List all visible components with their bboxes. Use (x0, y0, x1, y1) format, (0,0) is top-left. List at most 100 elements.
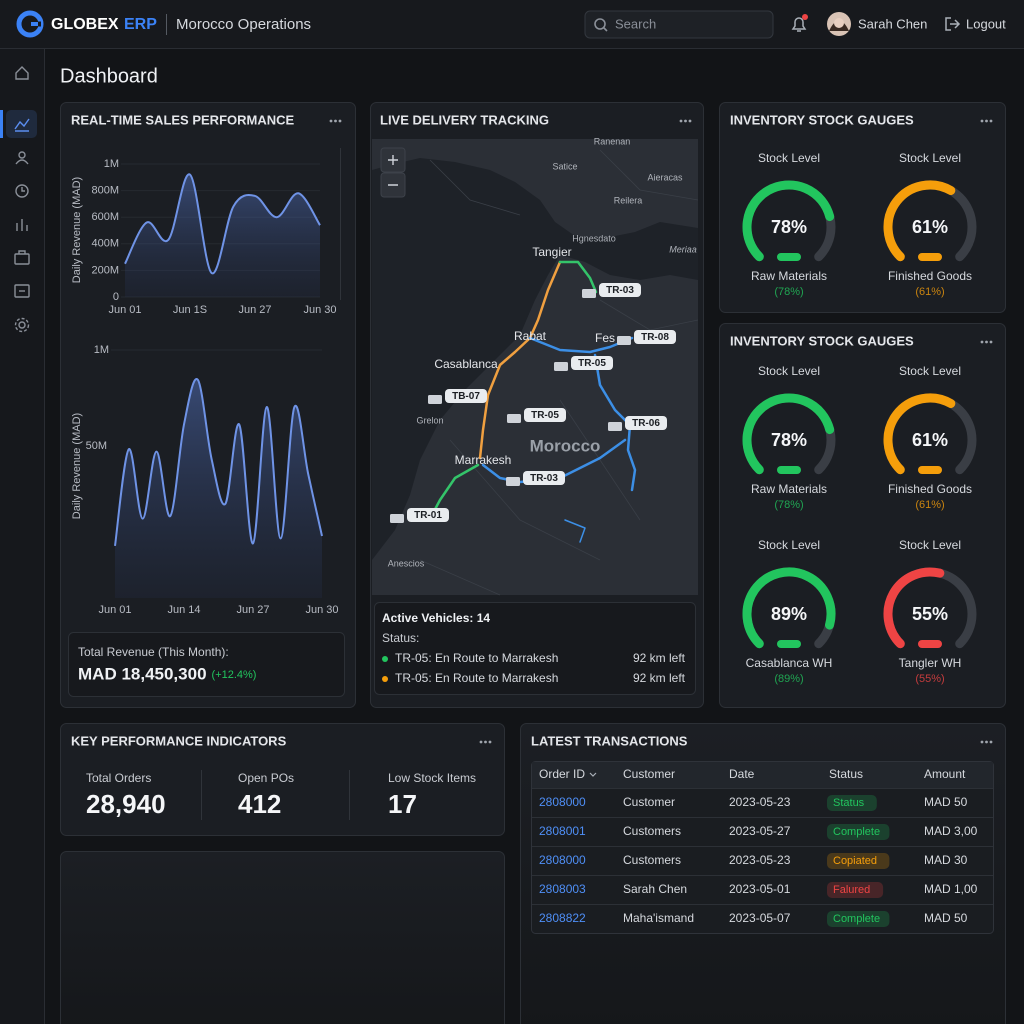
vehicle-tag[interactable] (625, 416, 667, 430)
gauge-title: Stock Level (758, 364, 820, 378)
panel-menu[interactable] (679, 119, 683, 123)
nav-inventory[interactable] (14, 250, 30, 265)
order-id[interactable]: 2808001 (539, 824, 586, 838)
notification-bell[interactable] (791, 14, 808, 32)
panel-title: LATEST TRANSACTIONS (531, 733, 688, 748)
panel-menu[interactable] (980, 740, 984, 744)
search-placeholder[interactable]: Search (615, 16, 656, 31)
logo-icon (16, 10, 44, 38)
table-cell: MAD 50 (924, 911, 968, 925)
vehicle-label[interactable]: TB-07 (452, 391, 480, 402)
vehicle-label[interactable]: TR-05 (578, 358, 606, 369)
page-title: Dashboard (60, 65, 158, 87)
vehicle-tag[interactable] (523, 471, 565, 485)
panel-menu[interactable] (338, 119, 342, 123)
panel-menu[interactable] (479, 740, 483, 744)
table-cell: MAD 3,00 (924, 824, 978, 838)
vehicle-label[interactable]: TR-01 (414, 510, 442, 521)
panel-title: KEY PERFORMANCE INDICATORS (71, 733, 287, 748)
search-box[interactable] (584, 10, 774, 39)
gauge-name: Raw Materials (751, 482, 827, 496)
gauge-sub: (78%) (774, 499, 803, 511)
panel-menu[interactable] (985, 740, 988, 744)
gauge-pill (918, 253, 942, 261)
user-name: Sarah Chen (858, 16, 927, 31)
panel-menu[interactable] (985, 119, 988, 123)
order-id[interactable]: 2808000 (539, 853, 586, 867)
sort-icon[interactable] (589, 772, 597, 777)
vehicle-label[interactable]: TR-03 (530, 473, 558, 484)
panel-menu[interactable] (488, 740, 492, 744)
vehicle-tag[interactable] (445, 389, 487, 403)
area-fill (125, 174, 320, 297)
panel-menu[interactable] (684, 119, 687, 123)
sidebar-active-bar (0, 110, 3, 138)
vehicle-label[interactable]: TR-05 (531, 410, 559, 421)
panel-menu[interactable] (484, 740, 487, 744)
active-vehicles: Active Vehicles: 14 (382, 611, 490, 625)
vehicle-tag[interactable] (599, 283, 641, 297)
vehicle-icon (390, 514, 404, 523)
x-tick-label: Jun 01 (98, 604, 131, 616)
panel-menu[interactable] (985, 340, 988, 344)
kpi-label: Low Stock Items (388, 771, 476, 785)
order-id[interactable]: 2808000 (539, 795, 586, 809)
map-place: Anescios (388, 558, 425, 568)
logout-icon[interactable] (945, 17, 961, 31)
panel-menu[interactable] (329, 119, 333, 123)
x-tick-label: Jun 1S (173, 304, 207, 316)
vehicle-label[interactable]: TR-06 (632, 418, 660, 429)
panel-menu[interactable] (980, 340, 984, 344)
order-id[interactable]: 2808003 (539, 882, 586, 896)
table-cell: Sarah Chen (623, 882, 687, 896)
status-text: Complete (833, 913, 880, 925)
gauge-title: Stock Level (758, 151, 820, 165)
brand-suffix: ERP (124, 16, 157, 33)
vehicle-tag[interactable] (571, 356, 613, 370)
vehicle-label[interactable]: TR-03 (606, 285, 634, 296)
order-id[interactable]: 2808822 (539, 911, 586, 925)
revenue-line (114, 378, 323, 547)
logout[interactable]: Logout (966, 16, 1006, 31)
nav-reports[interactable] (16, 219, 28, 231)
vehicle-label[interactable]: TR-08 (641, 332, 669, 343)
vehicle-status-box (374, 602, 696, 695)
panel-menu[interactable] (989, 740, 993, 744)
y-tick-label: 400M (91, 238, 119, 250)
vehicle-tag[interactable] (524, 408, 566, 422)
gauge-sub: (61%) (915, 499, 944, 511)
table-cell: MAD 30 (924, 853, 968, 867)
nav-settings[interactable] (14, 317, 30, 333)
vehicle-tag[interactable] (634, 330, 676, 344)
table-header: Amount (924, 767, 966, 781)
total-revenue-box (68, 632, 345, 697)
gauge-name: Casablanca WH (746, 656, 833, 670)
vehicle-icon (554, 362, 568, 371)
gauge-name: Finished Goods (888, 269, 972, 283)
gauge-title: Stock Level (758, 538, 820, 552)
table-cell: 2023-05-01 (729, 882, 791, 896)
vehicle-tag[interactable] (407, 508, 449, 522)
route (478, 260, 562, 460)
nav-finance[interactable] (14, 284, 30, 298)
panel-menu[interactable] (688, 119, 692, 123)
nav-home[interactable] (15, 66, 29, 80)
gauge-value-label: 61% (912, 430, 948, 450)
table-frame (531, 761, 994, 934)
avatar[interactable] (827, 12, 851, 36)
gauge-value-label: 89% (771, 604, 807, 624)
nav-history[interactable] (15, 184, 29, 198)
gauge-value (742, 393, 835, 475)
nav-users[interactable] (15, 151, 29, 165)
panel-menu[interactable] (334, 119, 337, 123)
nav-analytics[interactable] (14, 118, 30, 132)
gauge-pill (777, 466, 801, 474)
panel-menu[interactable] (989, 119, 993, 123)
x-tick-label: Jun 01 (108, 304, 141, 316)
vehicle-icon (507, 414, 521, 423)
panel-menu[interactable] (989, 340, 993, 344)
panel-menu[interactable] (980, 119, 984, 123)
gauge-value (883, 180, 956, 262)
